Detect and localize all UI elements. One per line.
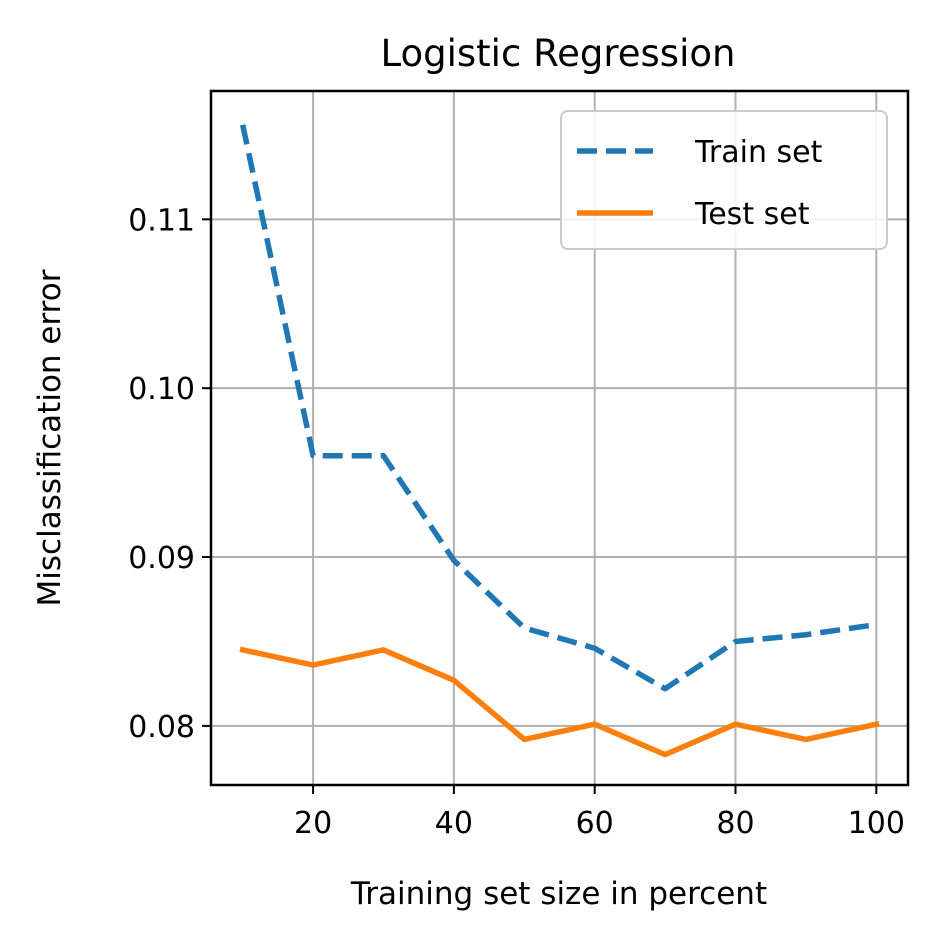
x-tick-label: 100 xyxy=(848,806,905,841)
x-tick-label: 80 xyxy=(716,806,754,841)
series-line-train-set xyxy=(239,124,877,692)
x-tick-label: 20 xyxy=(294,806,332,841)
legend: Train set Test set xyxy=(560,110,888,250)
axis-ticks: 20 40 60 80 100 0.08 0.09 0.10 0.11 xyxy=(128,203,905,841)
series-line-test-set xyxy=(239,646,880,758)
legend-label: Test set xyxy=(694,197,810,232)
series-lines xyxy=(239,124,880,758)
y-tick-label: 0.08 xyxy=(128,710,195,745)
x-axis-title: Training set size in percent xyxy=(350,876,767,912)
y-tick-label: 0.10 xyxy=(128,372,195,407)
x-tick-label: 40 xyxy=(435,806,473,841)
y-tick-label: 0.09 xyxy=(128,541,195,576)
legend-label: Train set xyxy=(694,135,823,170)
y-axis-title: Misclassification error xyxy=(32,269,68,606)
y-tick-label: 0.11 xyxy=(128,203,195,238)
plot-frame xyxy=(209,89,910,787)
chart-title: Logistic Regression xyxy=(381,32,736,75)
x-tick-label: 60 xyxy=(576,806,614,841)
